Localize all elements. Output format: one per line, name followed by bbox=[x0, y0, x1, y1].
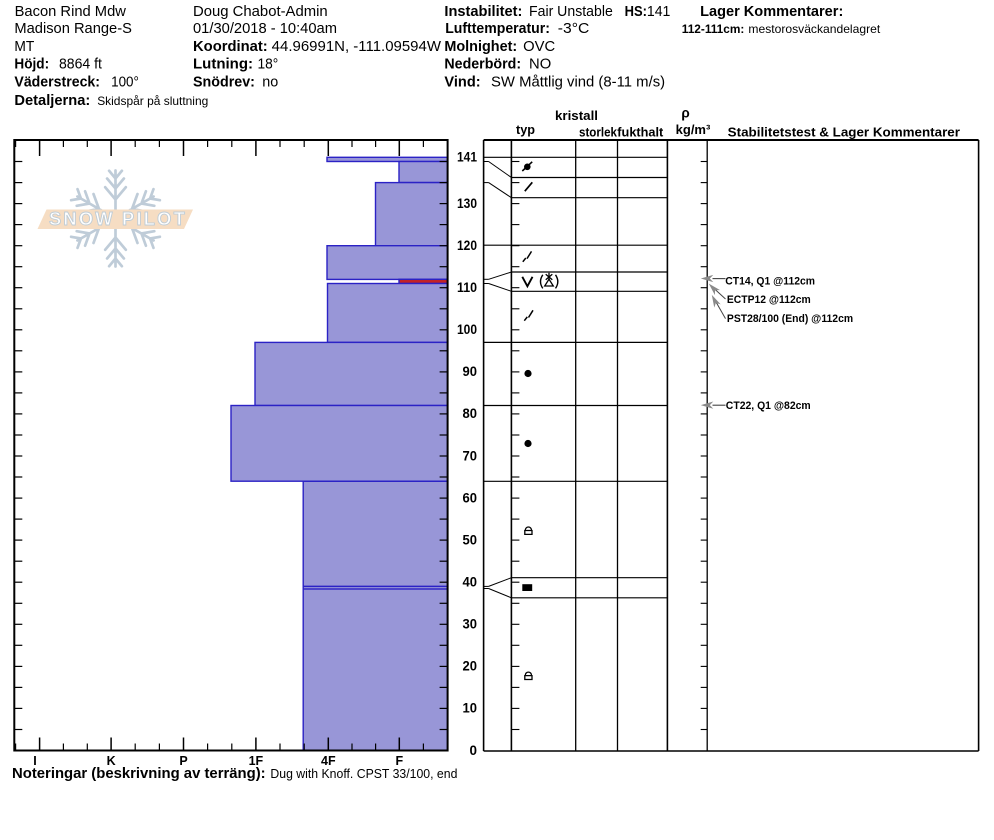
svg-text:141: 141 bbox=[457, 150, 477, 165]
svg-text:Skidspår på sluttning: Skidspår på sluttning bbox=[97, 94, 208, 108]
svg-text:CT14, Q1 @112cm: CT14, Q1 @112cm bbox=[725, 275, 815, 287]
svg-text:SW Måttlig vind (8-11 m/s): SW Måttlig vind (8-11 m/s) bbox=[491, 75, 665, 91]
svg-text:Nederbörd:: Nederbörd: bbox=[444, 57, 521, 73]
svg-text:P: P bbox=[179, 754, 187, 768]
svg-text:Höjd:: Höjd: bbox=[14, 57, 49, 73]
svg-text:SNOW PILOT: SNOW PILOT bbox=[49, 209, 187, 229]
svg-text:18°: 18° bbox=[258, 57, 279, 73]
svg-text:HS:: HS: bbox=[625, 4, 647, 20]
svg-text:Doug Chabot-Admin: Doug Chabot-Admin bbox=[193, 4, 328, 20]
svg-text:kristall: kristall bbox=[555, 108, 598, 123]
svg-text:141: 141 bbox=[647, 4, 671, 20]
svg-text:120: 120 bbox=[457, 238, 477, 253]
svg-text:Lufttemperatur:: Lufttemperatur: bbox=[445, 21, 550, 37]
svg-text:typ: typ bbox=[516, 122, 535, 137]
svg-text:K: K bbox=[107, 754, 116, 768]
svg-text:Detaljerna:: Detaljerna: bbox=[14, 93, 90, 109]
svg-text:Vind:: Vind: bbox=[444, 75, 480, 91]
svg-text:Bacon Rind Mdw: Bacon Rind Mdw bbox=[15, 4, 127, 20]
svg-text:Madison Range-S: Madison Range-S bbox=[14, 21, 132, 37]
svg-text:Snödrev:: Snödrev: bbox=[193, 75, 255, 91]
svg-text:110: 110 bbox=[457, 280, 477, 295]
svg-text:01/30/2018 - 10:40am: 01/30/2018 - 10:40am bbox=[193, 21, 337, 37]
svg-text:F: F bbox=[395, 754, 403, 768]
svg-text:OVC: OVC bbox=[523, 39, 555, 55]
svg-text:Väderstreck:: Väderstreck: bbox=[14, 75, 100, 91]
svg-text:40: 40 bbox=[463, 575, 478, 590]
svg-text:no: no bbox=[262, 75, 278, 91]
svg-text:10: 10 bbox=[463, 701, 478, 716]
svg-text:ρ: ρ bbox=[681, 106, 689, 121]
svg-text:70: 70 bbox=[463, 448, 478, 463]
svg-text:100: 100 bbox=[457, 322, 477, 337]
svg-text:8864 ft: 8864 ft bbox=[59, 57, 102, 73]
svg-text:Noteringar (beskrivning av ter: Noteringar (beskrivning av terräng): bbox=[12, 765, 266, 782]
svg-text:20: 20 bbox=[463, 659, 478, 674]
svg-text:I: I bbox=[33, 754, 36, 768]
svg-text:130: 130 bbox=[457, 196, 477, 211]
svg-text:60: 60 bbox=[463, 490, 478, 505]
svg-text:0: 0 bbox=[470, 743, 478, 758]
svg-text:fukthalt: fukthalt bbox=[617, 125, 664, 140]
svg-text:Instabilitet:: Instabilitet: bbox=[444, 4, 522, 20]
svg-text:50: 50 bbox=[463, 532, 478, 547]
svg-text:Lutning:: Lutning: bbox=[193, 57, 253, 73]
svg-text:kg/m³: kg/m³ bbox=[676, 123, 711, 137]
svg-text:44.96991N, -111.09594W: 44.96991N, -111.09594W bbox=[272, 39, 442, 55]
svg-text:storlek: storlek bbox=[579, 125, 618, 140]
svg-text:-3°C: -3°C bbox=[558, 21, 590, 37]
svg-text:Koordinat:: Koordinat: bbox=[193, 39, 268, 55]
svg-text:NO: NO bbox=[529, 57, 551, 73]
svg-text:PST28/100 (End) @112cm: PST28/100 (End) @112cm bbox=[727, 313, 853, 325]
svg-text:4F: 4F bbox=[321, 754, 336, 768]
svg-text:Fair Unstable: Fair Unstable bbox=[529, 4, 613, 20]
svg-text:MT: MT bbox=[14, 39, 34, 55]
svg-text:80: 80 bbox=[463, 406, 478, 421]
svg-text:ECTP12 @112cm: ECTP12 @112cm bbox=[727, 294, 811, 306]
svg-text:Stabilitetstest & Lager Kommen: Stabilitetstest & Lager Kommentarer bbox=[728, 124, 960, 139]
svg-text:Molnighet:: Molnighet: bbox=[444, 39, 517, 55]
svg-text:CT22, Q1 @82cm: CT22, Q1 @82cm bbox=[726, 400, 811, 412]
svg-text:mestorosväckandelagret: mestorosväckandelagret bbox=[748, 22, 880, 36]
svg-text:Lager Kommentarer:: Lager Kommentarer: bbox=[700, 4, 843, 20]
svg-text:90: 90 bbox=[463, 364, 478, 379]
svg-text:30: 30 bbox=[463, 617, 478, 632]
svg-text:Dug with Knoff. CPST 33/100, e: Dug with Knoff. CPST 33/100, end bbox=[270, 766, 457, 781]
svg-text:112-111cm:: 112-111cm: bbox=[682, 22, 745, 36]
svg-text:1F: 1F bbox=[249, 754, 264, 768]
svg-text:100°: 100° bbox=[111, 75, 139, 91]
